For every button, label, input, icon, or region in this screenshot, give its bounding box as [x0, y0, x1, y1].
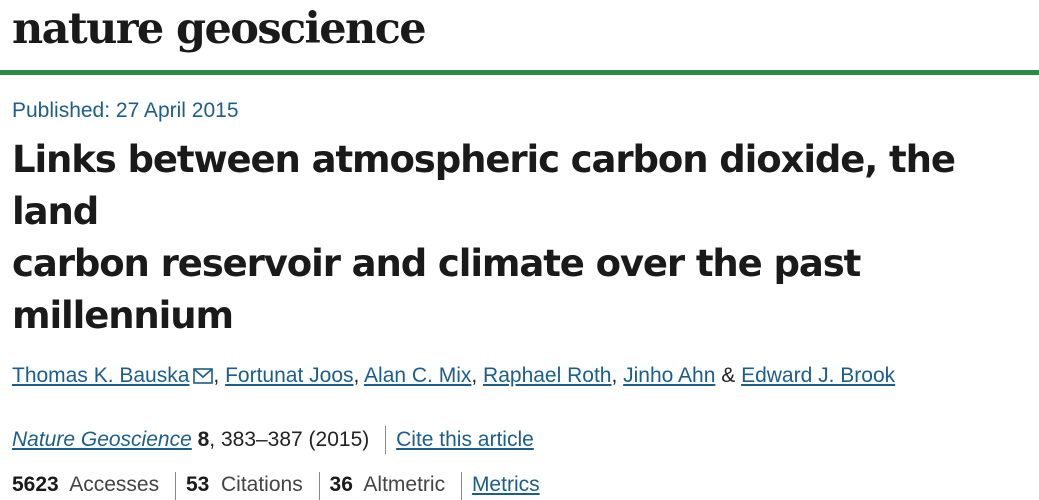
masthead: nature geoscience [0, 0, 1039, 75]
divider [385, 426, 387, 455]
altmetric-count: 36 [329, 473, 353, 497]
metrics-link[interactable]: Metrics [471, 473, 540, 497]
citations-count: 53 [185, 473, 210, 497]
author-sep: , [471, 364, 484, 387]
author-link[interactable]: Raphael Roth [483, 364, 612, 387]
author-link[interactable]: Edward J. Brook [741, 364, 896, 387]
author-sep: , [213, 364, 226, 387]
divider [318, 471, 320, 500]
citations-label: Citations [220, 473, 303, 497]
divider [174, 471, 176, 500]
accesses-label: Accesses [69, 473, 160, 497]
altmetric-label: Altmetric [363, 473, 446, 497]
journal-logo[interactable]: nature geoscience [12, 4, 427, 54]
author-last-sep: & [715, 364, 742, 387]
journal-name-link[interactable]: Nature Geoscience [12, 428, 192, 451]
author-sep: , [611, 364, 624, 387]
journal-volume: 8 [197, 428, 210, 451]
envelope-icon[interactable] [193, 364, 214, 392]
journal-pages: , 383–387 (2015) [209, 428, 370, 451]
accesses-count: 5623 [12, 473, 59, 497]
author-list: Thomas K. Bauska, Fortunat Joos, Alan C.… [12, 362, 1039, 392]
published-date: Published: 27 April 2015 [12, 99, 239, 122]
title-line-2: carbon reservoir and climate over the pa… [12, 242, 861, 337]
divider [460, 471, 462, 500]
citation-line: Nature Geoscience 8, 383–387 (2015) Cite… [12, 426, 1039, 455]
article-metrics: 5623 Accesses 53 Citations 36 Altmetric … [12, 471, 1039, 500]
author-link[interactable]: Alan C. Mix [364, 364, 472, 387]
author-link[interactable]: Thomas K. Bauska [12, 364, 190, 387]
author-sep: , [353, 364, 365, 387]
article-header: Published: 27 April 2015 Links between a… [0, 98, 1039, 500]
cite-this-article-link[interactable]: Cite this article [396, 428, 534, 451]
author-link[interactable]: Fortunat Joos [225, 364, 354, 387]
author-link[interactable]: Jinho Ahn [623, 364, 716, 387]
article-title: Links between atmospheric carbon dioxide… [12, 134, 1037, 342]
title-line-1: Links between atmospheric carbon dioxide… [12, 138, 956, 233]
